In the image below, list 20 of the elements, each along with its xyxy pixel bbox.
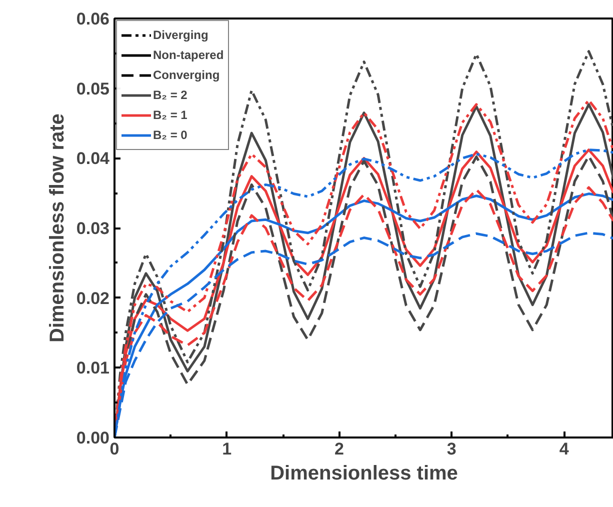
x-tick-label: 1 [222,440,232,458]
legend-label: B₂ = 0 [153,128,188,142]
y-tick-label: 0.06 [76,10,110,28]
legend-label: Converging [153,68,220,82]
y-tick-label: 0.00 [76,428,110,448]
x-tick-label: 2 [334,440,344,458]
legend-label: B₂ = 1 [153,108,188,122]
legend-label: Diverging [153,28,208,42]
x-axis-title: Dimensionless time [270,462,458,484]
y-tick-label: 0.03 [76,219,110,238]
x-tick-label: 4 [559,440,570,458]
x-tick-label: 0 [110,440,120,458]
legend-label: B₂ = 2 [153,88,188,102]
y-tick-label: 0.04 [76,149,110,168]
y-tick-label: 0.02 [76,288,110,308]
legend-label: Non-tapered [153,48,224,62]
y-tick-label: 0.01 [76,358,110,378]
y-tick-label: 0.05 [76,79,110,98]
y-axis-title: Dimensionless flow rate [46,114,68,342]
x-tick-label: 3 [446,440,456,458]
